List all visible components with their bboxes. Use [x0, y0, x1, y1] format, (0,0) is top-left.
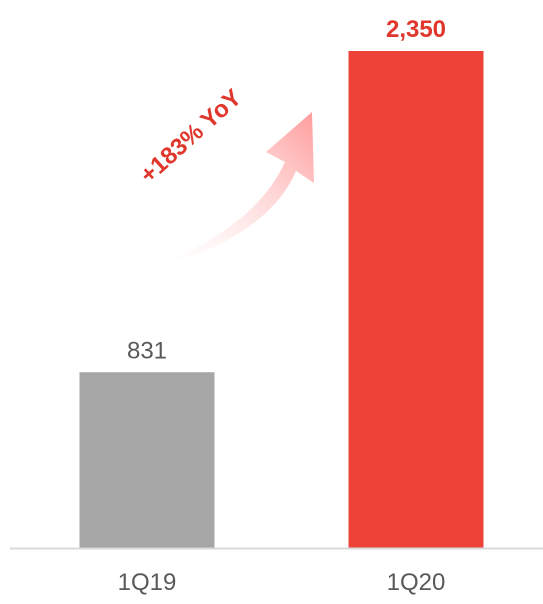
bar-1q19: [79, 372, 215, 548]
x-tick-label-1q19: 1Q19: [118, 569, 177, 596]
curved-up-arrow-icon: [160, 112, 314, 266]
x-tick-label-1q20: 1Q20: [387, 569, 446, 596]
bar-1q20: [348, 51, 484, 548]
value-label-1q19: 831: [127, 337, 167, 364]
value-label-1q20: 2,350: [386, 16, 446, 43]
yoy-growth-annotation: +183% YoY: [135, 84, 247, 189]
